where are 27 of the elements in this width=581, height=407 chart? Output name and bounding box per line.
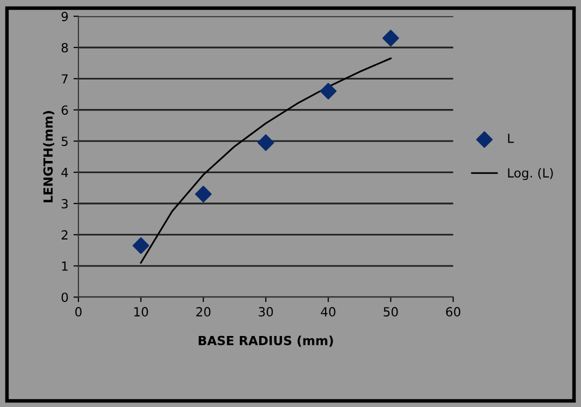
y-tick-label: 2 xyxy=(62,230,68,240)
legend-label: Log. (L) xyxy=(508,168,553,180)
y-tick-label: 7 xyxy=(62,74,68,84)
x-tick-label: 0 xyxy=(75,307,82,317)
x-tick-label: 30 xyxy=(258,307,273,317)
point xyxy=(258,134,274,151)
y-tick-label: 4 xyxy=(61,168,68,178)
y-tick-label: 3 xyxy=(62,198,68,208)
x-tick-label: 50 xyxy=(384,307,398,317)
x-axis-title: BASE RADIUS (mm) xyxy=(198,336,333,347)
y-axis-title: LENGTH(mm) xyxy=(43,111,54,202)
y-tick-label: 9 xyxy=(62,12,68,22)
point xyxy=(132,237,150,254)
x-tick-label: 10 xyxy=(134,307,148,317)
line-series xyxy=(140,58,392,264)
point xyxy=(320,82,337,100)
legend-label: L xyxy=(508,134,514,143)
y-tick-label: 5 xyxy=(62,136,68,146)
x-tick-label: 60 xyxy=(446,307,460,317)
y-tick-label: 6 xyxy=(62,105,68,115)
x-tick-label: 20 xyxy=(196,307,210,317)
point xyxy=(382,30,400,46)
y-tick-label: 8 xyxy=(62,42,68,52)
point xyxy=(195,186,212,202)
y-tick-label: 1 xyxy=(62,262,68,271)
y-tick-label: 0 xyxy=(62,292,68,302)
x-tick-label: 40 xyxy=(320,307,336,317)
